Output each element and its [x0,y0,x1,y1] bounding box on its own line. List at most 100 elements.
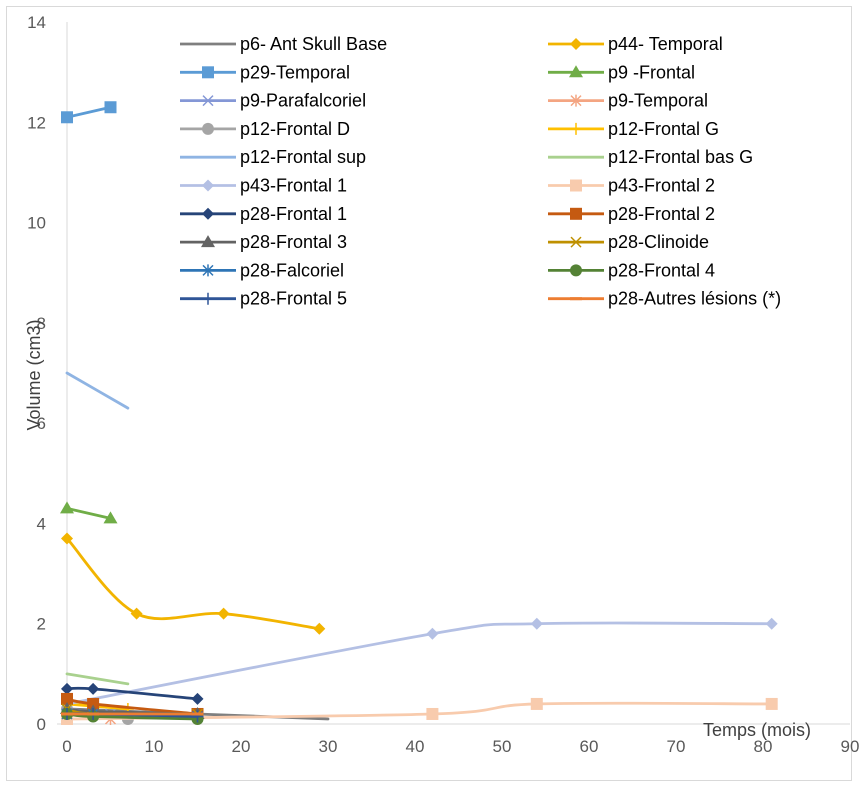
y-tick-label: 12 [27,113,46,132]
data-point [426,707,439,720]
x-tick-label: 30 [319,737,338,756]
legend-marker [570,122,582,135]
legend-label: p12-Frontal sup [240,147,366,167]
legend-entry: p9-Parafalcoriel [180,91,366,111]
series-line [65,537,321,631]
data-point [530,697,543,710]
legend-marker [570,207,582,220]
y-tick-label: 8 [37,314,46,333]
y-tick-label: 4 [37,514,46,533]
legend-entry: p29-Temporal [180,62,350,82]
legend-label: p28-Autres lésions (*) [608,289,781,309]
legend-entry: p43-Frontal 1 [180,176,347,196]
legend-entry: p28-Frontal 5 [180,289,347,309]
legend-entry: p28-Clinoide [548,232,709,252]
x-tick-label: 0 [62,737,71,756]
x-tick-label: 70 [667,737,686,756]
legend-entry: p28-Falcoriel [180,260,344,280]
legend-entry: p28-Autres lésions (*) [548,289,781,309]
legend-label: p12-Frontal D [240,119,350,139]
legend-label: p12-Frontal bas G [608,147,753,167]
legend-entry: p28-Frontal 2 [548,204,715,224]
y-tick-label: 0 [37,715,46,734]
legend-entry: p6- Ant Skull Base [180,34,387,54]
legend-label: p9 -Frontal [608,62,695,82]
legend-marker [201,235,215,248]
legend-label: p6- Ant Skull Base [240,34,387,54]
x-tick-label: 80 [754,737,773,756]
series-line [65,621,774,706]
legend-label: p28-Frontal 2 [608,204,715,224]
data-point [191,692,204,705]
legend-entry: p9-Temporal [548,91,708,111]
legend-label: p44- Temporal [608,34,723,54]
x-axis-title: Temps (mois) [703,720,811,740]
data-point [87,697,100,710]
legend-label: p9-Parafalcoriel [240,91,366,111]
data-point [765,697,778,710]
legend-label: p29-Temporal [240,62,350,82]
x-tick-label: 60 [580,737,599,756]
data-point [87,682,100,695]
legend-entry: p28-Frontal 1 [180,204,347,224]
legend-marker [570,38,582,50]
axes: 0 10 20 30 40 50 60 70 80 90 0 2 4 6 8 10 12 14 [27,13,859,756]
data-point [103,511,118,524]
legend-entry: p28-Frontal 3 [180,232,347,252]
legend-label: p28-Frontal 4 [608,260,715,280]
series-line [65,506,112,520]
y-tick-label: 6 [37,414,46,433]
legend-label: p43-Frontal 1 [240,176,347,196]
legend-marker [202,207,214,220]
data-point [217,607,230,620]
legend-marker [569,65,583,78]
series-layer [60,101,778,725]
legend-marker [202,264,214,277]
x-tick-label: 40 [406,737,425,756]
series-2 [61,532,326,635]
legend-label: p43-Frontal 2 [608,176,715,196]
legend: p6- Ant Skull Base p44- Temporal p29-Tempo… [180,34,781,309]
legend-label: p28-Clinoide [608,232,709,252]
x-tick-label: 20 [232,737,251,756]
legend-entry: p28-Frontal 4 [548,260,715,280]
y-tick-label: 14 [27,13,46,32]
legend-entry: p9 -Frontal [548,62,695,82]
series-line [65,371,130,410]
legend-marker [202,66,214,79]
data-point [130,607,143,620]
series-line [65,672,130,686]
chart-frame [6,6,852,781]
legend-marker [202,122,214,135]
legend-label: p28-Frontal 3 [240,232,347,252]
data-point [530,617,543,630]
data-point [104,101,117,114]
legend-marker [570,179,582,192]
legend-label: p28-Frontal 1 [240,204,347,224]
y-tick-label: 10 [27,214,46,233]
y-axis-title: Volume (cm3) [24,319,44,430]
data-point [61,682,73,695]
legend-entry: p12-Frontal sup [180,147,366,167]
data-point [61,692,73,705]
legend-entry: p44- Temporal [548,34,723,54]
series-10 [65,672,130,686]
legend-marker [202,292,214,305]
data-point [765,617,778,630]
legend-entry: p12-Frontal G [548,119,719,139]
legend-label: p28-Frontal 5 [240,289,347,309]
legend-label: p9-Temporal [608,91,708,111]
legend-marker [570,94,582,107]
legend-label: p28-Falcoriel [240,260,344,280]
series-9 [65,371,130,410]
x-tick-label: 90 [841,737,860,756]
series-line [65,105,112,119]
legend-entry: p12-Frontal D [180,119,350,139]
series-3 [61,101,117,124]
x-tick-label: 10 [145,737,164,756]
legend-label: p12-Frontal G [608,119,719,139]
data-point [61,111,73,124]
legend-entry: p12-Frontal bas G [548,147,753,167]
data-point [426,627,439,640]
